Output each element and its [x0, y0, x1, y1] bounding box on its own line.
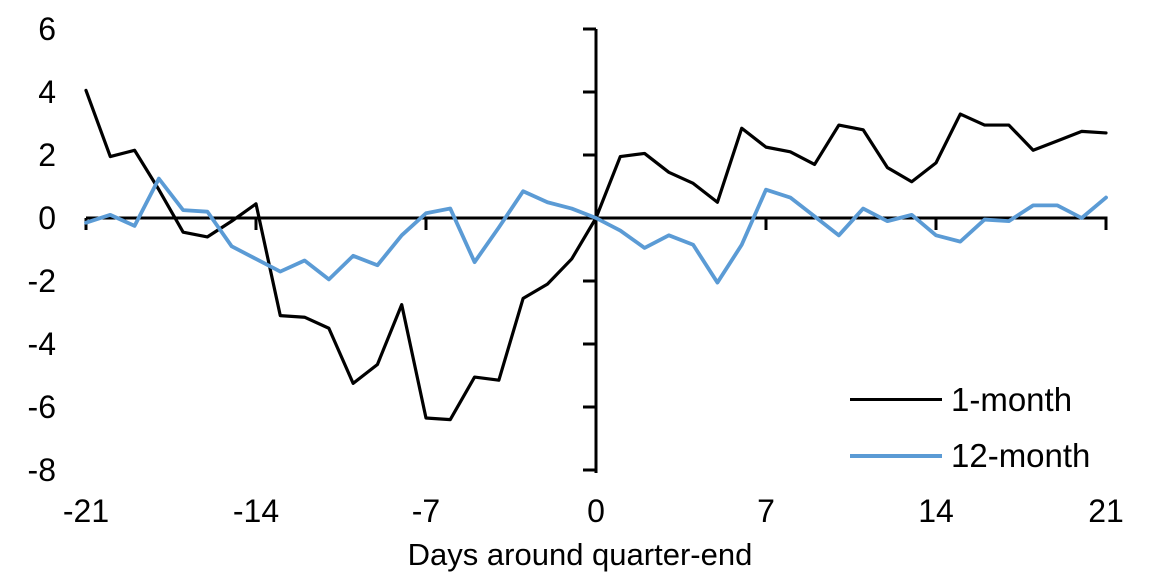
x-axis-title: Days around quarter-end — [407, 537, 753, 572]
x-tick-label: 14 — [918, 493, 954, 529]
x-tick-label: -21 — [62, 493, 110, 529]
x-tick-label: -7 — [411, 493, 441, 529]
y-tick-label: -8 — [27, 452, 56, 488]
legend-item-1-month: 1-month — [850, 377, 1090, 422]
x-tick-label: -14 — [232, 493, 280, 529]
legend: 1-month 12-month — [850, 377, 1090, 478]
legend-label-12-month: 12-month — [951, 437, 1091, 474]
legend-line-1-month — [850, 398, 942, 401]
legend-item-12-month: 12-month — [850, 433, 1090, 478]
y-tick-label: -6 — [27, 389, 56, 425]
x-tick-label: 0 — [587, 493, 605, 529]
x-tick-label: 7 — [757, 493, 775, 529]
y-tick-label: 4 — [38, 74, 56, 110]
x-tick-label: 21 — [1088, 493, 1124, 529]
y-tick-label: -4 — [27, 326, 56, 362]
legend-label-1-month: 1-month — [951, 381, 1073, 418]
series-line-12-month — [84, 176, 1108, 285]
legend-line-12-month — [850, 453, 942, 458]
y-tick-label: 6 — [38, 11, 56, 47]
y-tick-label: 2 — [38, 137, 56, 173]
y-tick-label: -2 — [27, 263, 56, 299]
y-tick-label: 0 — [38, 200, 56, 236]
